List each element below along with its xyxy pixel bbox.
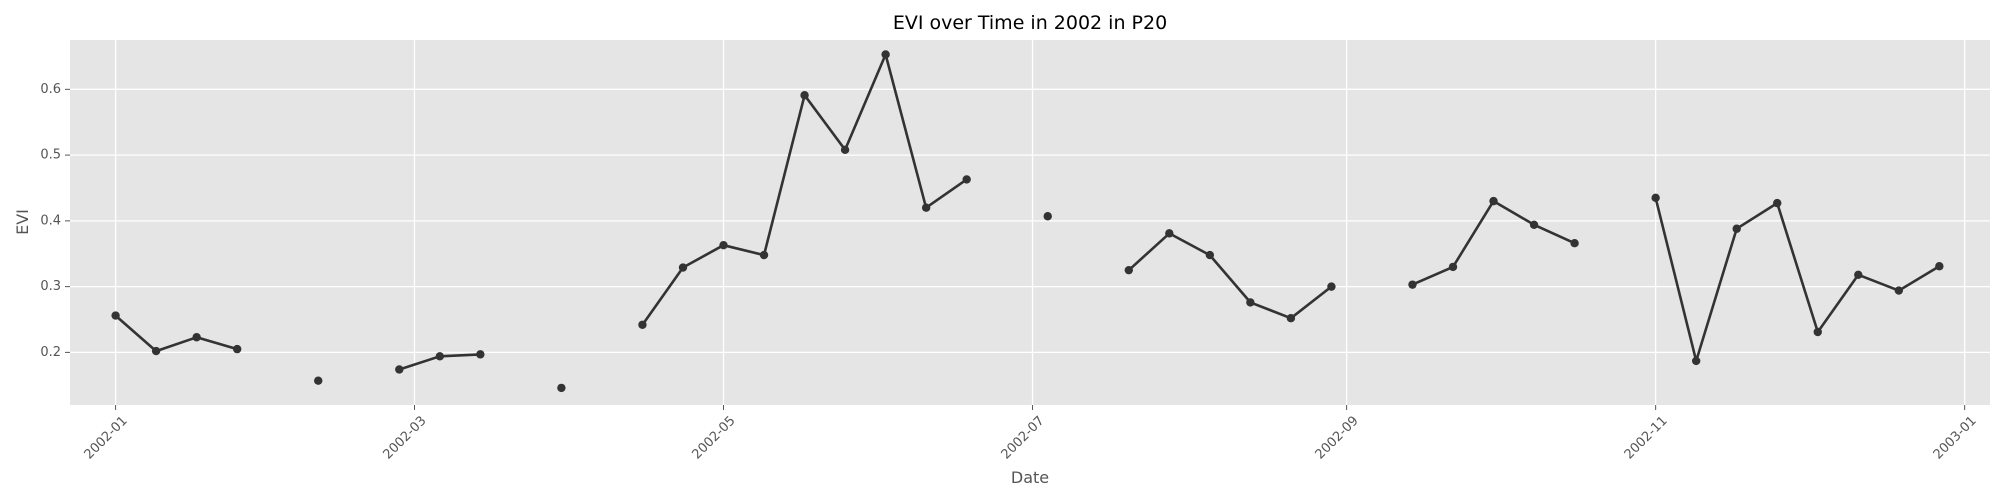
data-point (962, 175, 971, 184)
data-point (800, 91, 809, 100)
data-point (151, 346, 161, 356)
y-tick-label: 0.2 (40, 345, 61, 360)
data-point (840, 145, 850, 155)
chart-title: EVI over Time in 2002 in P20 (893, 12, 1167, 34)
data-point (395, 365, 404, 374)
x-tick-label: 2003-01 (1931, 413, 1980, 462)
data-point (1043, 212, 1052, 221)
y-tick-label: 0.3 (40, 279, 61, 294)
data-point (1813, 327, 1822, 337)
data-point (719, 240, 728, 250)
data-point (192, 333, 201, 342)
data-point (557, 383, 566, 393)
data-point (1246, 298, 1255, 307)
series-line-segment (1654, 197, 1940, 363)
plot-area (70, 40, 1990, 405)
data-point (435, 352, 445, 361)
data-point (881, 50, 890, 59)
data-point (314, 376, 323, 385)
data-point (1935, 262, 1944, 271)
data-point (1529, 220, 1539, 230)
data-point (111, 311, 120, 320)
grid-lines (70, 40, 1990, 405)
x-tick-label: 2002-07 (999, 413, 1048, 462)
data-point (1408, 280, 1417, 289)
y-tick-label: 0.6 (40, 82, 61, 97)
data-point (1205, 250, 1215, 260)
y-tick-label: 0.4 (40, 213, 61, 228)
data-point (759, 250, 769, 260)
x-tick-label: 2002-03 (381, 413, 430, 462)
data-point (921, 203, 931, 212)
data-point (1691, 356, 1701, 366)
data-point (1489, 196, 1498, 206)
y-axis-label: EVI (13, 209, 32, 235)
series-line-segment (1127, 232, 1333, 320)
data-point (1773, 198, 1782, 208)
data-point (232, 344, 242, 354)
data-point (1854, 270, 1863, 279)
data-point (1732, 224, 1741, 233)
data-point (1894, 286, 1904, 295)
x-axis-label: Date (1011, 468, 1049, 487)
data-point (1286, 313, 1296, 323)
series-evi (111, 50, 1944, 393)
x-tick-label: 2002-11 (1622, 413, 1671, 462)
series-line-segment (114, 314, 238, 353)
data-point (1165, 229, 1174, 238)
x-tick-label: 2002-09 (1313, 413, 1362, 462)
data-point (1448, 262, 1458, 272)
data-point (476, 350, 485, 359)
x-tick-label: 2002-01 (82, 413, 131, 462)
data-point (1570, 239, 1579, 248)
data-point (1651, 193, 1660, 203)
data-point (678, 263, 688, 272)
y-axis-ticks: 0.2 0.3 0.4 0.5 0.6 (40, 82, 70, 360)
data-point (1124, 265, 1133, 275)
y-tick-label: 0.5 (40, 148, 61, 163)
x-axis-ticks: 2002-01 2002-03 2002-05 2002-07 2002-09 2002-… (82, 405, 1980, 462)
data-point (1327, 282, 1336, 291)
x-tick-label: 2002-05 (690, 413, 739, 462)
data-point (638, 320, 647, 329)
